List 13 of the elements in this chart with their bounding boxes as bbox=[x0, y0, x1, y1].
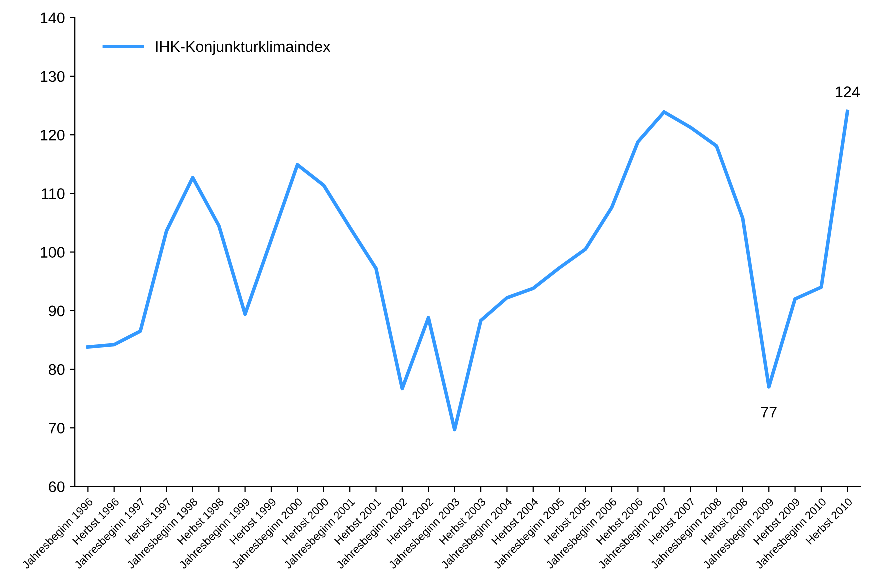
data-label: 124 bbox=[836, 86, 860, 98]
y-tick-label: 130 bbox=[41, 71, 65, 82]
y-tick-label: 140 bbox=[41, 12, 65, 24]
y-tick-label: 100 bbox=[41, 247, 65, 258]
legend-label: IHK-Konjunkturklimaindex bbox=[156, 40, 331, 56]
y-tick-label: 120 bbox=[41, 130, 65, 141]
y-tick-label: 70 bbox=[49, 422, 65, 434]
y-tick-label: 90 bbox=[49, 306, 65, 317]
y-tick-label: 80 bbox=[49, 364, 65, 376]
data-label: 77 bbox=[761, 407, 777, 418]
y-tick-label: 110 bbox=[42, 188, 65, 200]
y-tick-label: 60 bbox=[49, 482, 65, 492]
line-series bbox=[86, 110, 850, 432]
